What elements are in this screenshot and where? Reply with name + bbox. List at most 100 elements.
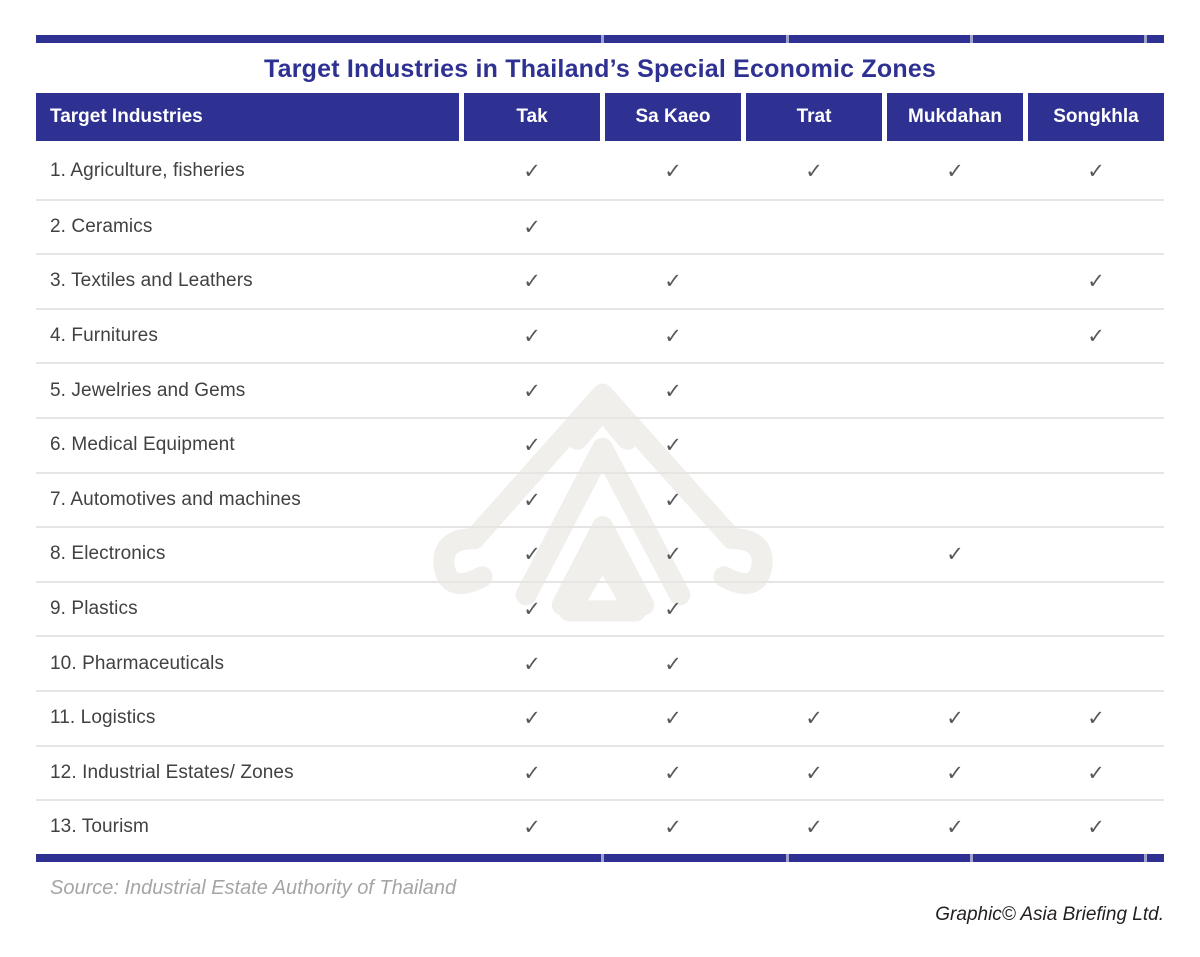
check-cell: ✓ [605, 324, 741, 348]
row-label: 11. Logistics [50, 707, 156, 729]
check-cell: ✓ [605, 488, 741, 512]
check-cell: ✓ [746, 159, 882, 183]
table-header-row: Target Industries Tak Sa Kaeo Trat Mukdahan S… [36, 93, 1164, 141]
check-cell: ✓ [605, 379, 741, 403]
check-cell: ✓ [464, 542, 600, 566]
check-cell: ✓ [1028, 324, 1164, 348]
row-label: 12. Industrial Estates/ Zones [50, 761, 294, 783]
check-mark: ✓ [523, 159, 541, 184]
bar-segment-gap [786, 853, 790, 862]
row-label: 6. Medical Equipment [50, 434, 235, 456]
header-cell-mukdahan: Mukdahan [887, 93, 1023, 141]
check-mark: ✓ [805, 760, 823, 785]
check-mark: ✓ [664, 159, 682, 184]
row-label: 7. Automotives and machines [50, 488, 301, 510]
top-rule-bar [36, 35, 1164, 43]
check-cell: ✓ [464, 269, 600, 293]
table-graphic: Target Industries in Thailand’s Special … [36, 35, 1164, 926]
check-mark: ✓ [523, 378, 541, 403]
bar-segment-gap [969, 853, 973, 862]
check-mark: ✓ [946, 760, 964, 785]
check-cell: ✓ [746, 815, 882, 839]
check-cell: ✓ [746, 706, 882, 730]
check-cell: ✓ [605, 706, 741, 730]
check-mark: ✓ [664, 706, 682, 731]
check-cell: ✓ [605, 761, 741, 785]
table-row: 1. Agriculture, fisheries ✓ ✓ ✓ ✓ ✓ [36, 144, 1164, 199]
check-mark: ✓ [664, 433, 682, 458]
table-row: 3. Textiles and Leathers ✓ ✓ ✓ [36, 253, 1164, 308]
table-row: 6. Medical Equipment ✓ ✓ [36, 416, 1164, 472]
bar-segment-gap [786, 35, 790, 43]
row-label: 13. Tourism [50, 816, 149, 838]
row-label: 4. Furnitures [50, 325, 158, 347]
check-mark: ✓ [1087, 324, 1105, 349]
header-cell-sa-kaeo: Sa Kaeo [605, 93, 741, 141]
check-mark: ✓ [523, 760, 541, 785]
check-mark: ✓ [664, 269, 682, 294]
bar-segment-gap [1143, 35, 1147, 43]
check-cell: ✓ [464, 706, 600, 730]
asia-briefing-watermark-logo [433, 383, 773, 622]
check-mark: ✓ [946, 706, 964, 731]
check-mark: ✓ [1087, 815, 1105, 840]
bar-segment-gap [1143, 853, 1147, 862]
check-mark: ✓ [523, 542, 541, 567]
check-mark: ✓ [523, 706, 541, 731]
check-mark: ✓ [1087, 706, 1105, 731]
table-row: 8. Electronics ✓ ✓ ✓ [36, 526, 1164, 581]
check-mark: ✓ [664, 651, 682, 676]
table-row: 5. Jewelries and Gems ✓ ✓ [36, 362, 1164, 417]
table-row: 2. Ceramics ✓ [36, 198, 1164, 254]
check-cell: ✓ [887, 761, 1023, 785]
table-row: 10. Pharmaceuticals ✓ ✓ [36, 635, 1164, 690]
check-cell: ✓ [1028, 706, 1164, 730]
table-row: 7. Automotives and machines ✓ ✓ [36, 471, 1164, 527]
check-mark: ✓ [805, 159, 823, 184]
check-mark: ✓ [664, 487, 682, 512]
check-mark: ✓ [664, 815, 682, 840]
check-cell: ✓ [887, 159, 1023, 183]
check-mark: ✓ [523, 651, 541, 676]
check-mark: ✓ [805, 815, 823, 840]
bar-segment-gap [969, 35, 973, 43]
check-cell: ✓ [464, 379, 600, 403]
check-cell: ✓ [464, 433, 600, 457]
check-cell: ✓ [464, 159, 600, 183]
row-label: 10. Pharmaceuticals [50, 652, 225, 674]
check-cell: ✓ [464, 324, 600, 348]
check-cell: ✓ [464, 652, 600, 676]
table-row: 13. Tourism ✓ ✓ ✓ ✓ ✓ [36, 799, 1164, 854]
check-cell: ✓ [746, 761, 882, 785]
table-row: 9. Plastics ✓ ✓ [36, 580, 1164, 636]
check-mark: ✓ [523, 214, 541, 239]
check-mark: ✓ [523, 433, 541, 458]
header-cell-trat: Trat [746, 93, 882, 141]
row-label: 2. Ceramics [50, 215, 153, 237]
check-cell: ✓ [605, 652, 741, 676]
check-mark: ✓ [664, 324, 682, 349]
check-mark: ✓ [1087, 159, 1105, 184]
check-mark: ✓ [1087, 269, 1105, 294]
table-row: 4. Furnitures ✓ ✓ ✓ [36, 307, 1164, 363]
check-mark: ✓ [523, 269, 541, 294]
check-cell: ✓ [887, 815, 1023, 839]
row-label: 1. Agriculture, fisheries [50, 160, 245, 182]
check-cell: ✓ [887, 542, 1023, 566]
check-cell: ✓ [605, 159, 741, 183]
row-label: 9. Plastics [50, 598, 138, 620]
check-cell: ✓ [1028, 815, 1164, 839]
check-mark: ✓ [523, 324, 541, 349]
row-label: 8. Electronics [50, 543, 166, 565]
row-label: 3. Textiles and Leathers [50, 270, 253, 292]
bottom-rule-bar [36, 853, 1164, 862]
check-mark: ✓ [664, 378, 682, 403]
header-cell-tak: Tak [464, 93, 600, 141]
check-cell: ✓ [605, 269, 741, 293]
credit-text: Graphic© Asia Briefing Ltd. [935, 903, 1164, 925]
header-cell-songkhla: Songkhla [1028, 93, 1164, 141]
source-text: Source: Industrial Estate Authority of T… [50, 876, 457, 899]
check-mark: ✓ [1087, 760, 1105, 785]
check-cell: ✓ [464, 815, 600, 839]
check-mark: ✓ [523, 815, 541, 840]
